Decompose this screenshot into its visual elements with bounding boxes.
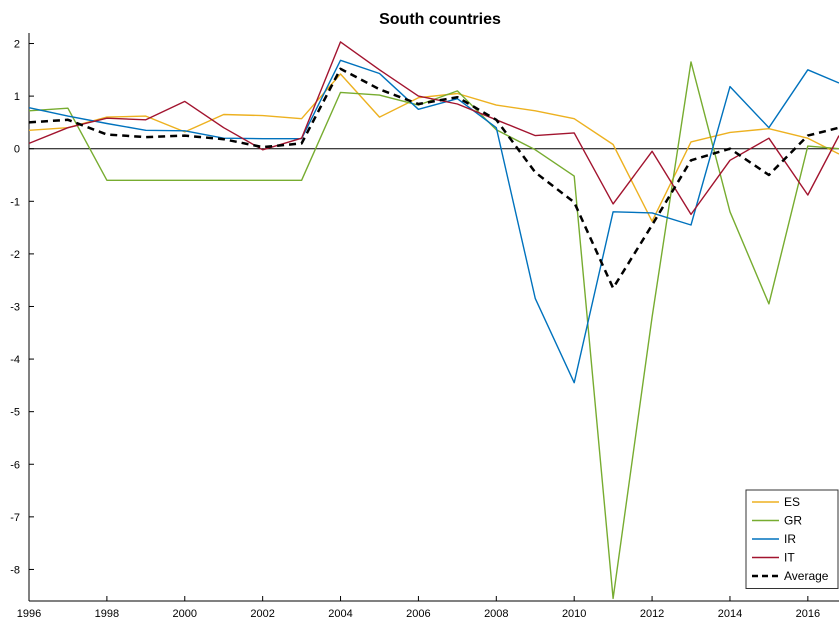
x-tick-label: 2006: [406, 608, 430, 620]
legend-label-gr: GR: [784, 514, 802, 528]
y-tick-label: 1: [14, 91, 20, 103]
y-tick-label: -7: [10, 512, 20, 524]
x-tick-label: 2002: [250, 608, 274, 620]
y-tick-label: -6: [10, 459, 20, 471]
x-tick-label: 2000: [173, 608, 197, 620]
y-tick-label: -3: [10, 301, 20, 313]
x-tick-label: 1996: [17, 608, 41, 620]
y-tick-label: 2: [14, 39, 20, 51]
y-tick-label: -8: [10, 564, 20, 576]
chart-title: South countries: [379, 11, 501, 28]
x-tick-label: 1998: [95, 608, 119, 620]
x-tick-label: 2004: [328, 608, 352, 620]
legend-label-es: ES: [784, 495, 800, 509]
x-tick-label: 2016: [796, 608, 820, 620]
series-line-es: [28, 73, 839, 223]
series-line-it: [28, 41, 839, 216]
series-line-gr: [28, 61, 839, 600]
y-tick-label: -2: [10, 249, 20, 261]
x-tick-label: 2014: [718, 608, 742, 620]
series-line-ir: [28, 59, 839, 384]
legend-label-average: Average: [784, 569, 829, 583]
x-tick-label: 2010: [562, 608, 586, 620]
y-tick-label: 0: [14, 144, 20, 156]
y-tick-label: -4: [10, 354, 20, 366]
legend-label-it: IT: [784, 551, 795, 565]
x-tick-label: 2012: [640, 608, 664, 620]
legend-label-ir: IR: [784, 532, 796, 546]
y-tick-label: -5: [10, 407, 20, 419]
x-tick-label: 2008: [484, 608, 508, 620]
y-tick-label: -1: [10, 196, 20, 208]
